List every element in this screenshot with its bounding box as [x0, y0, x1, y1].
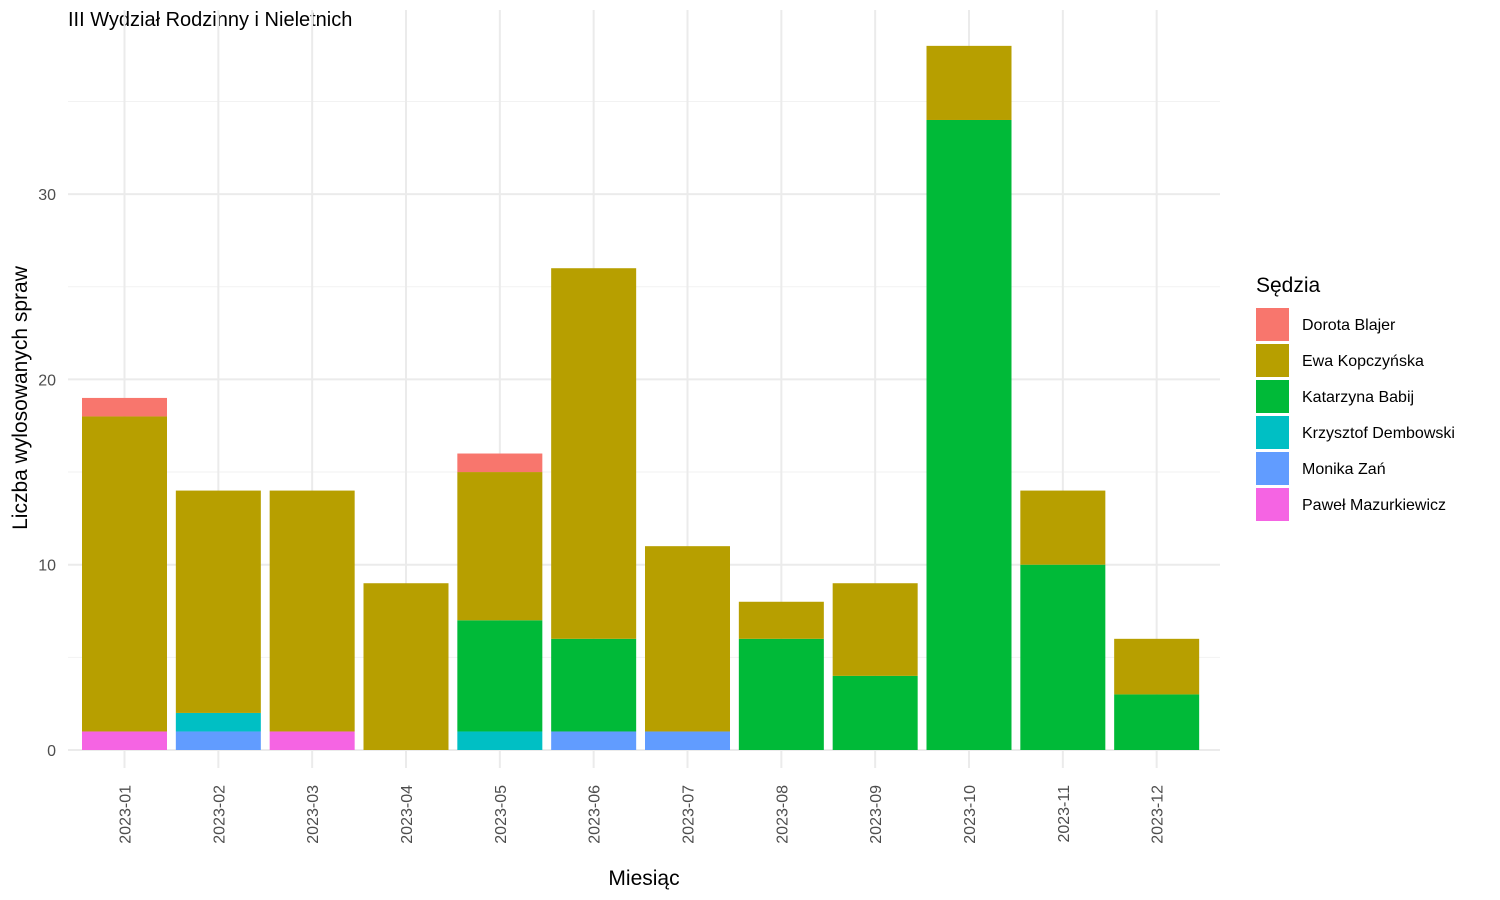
bar-segment [551, 731, 637, 750]
bar-segment [457, 731, 543, 750]
x-tick-label: 2023-02 [211, 785, 228, 844]
bar-segment [1020, 564, 1106, 750]
bar-segment [175, 712, 261, 732]
legend: Sędzia Dorota Blajer Ewa Kopczyńska Katarz… [1256, 274, 1455, 521]
x-tick-label: 2023-12 [1150, 785, 1167, 844]
bar-segment [175, 490, 261, 713]
x-tick-label: 2023-03 [305, 785, 322, 844]
x-tick-label: 2023-11 [1056, 785, 1073, 843]
y-tick-label: 20 [38, 372, 56, 389]
x-tick-label: 2023-06 [587, 785, 604, 844]
bar-segment [551, 268, 637, 639]
x-tick-label: 2023-05 [493, 785, 510, 844]
legend-title: Sędzia [1256, 274, 1321, 297]
bar-segment [551, 638, 637, 732]
legend-swatch [1256, 452, 1289, 485]
bar-segment [926, 45, 1012, 120]
legend-label: Paweł Mazurkiewicz [1302, 497, 1446, 514]
x-axis-label: Miesiąc [608, 867, 679, 890]
legend-swatch [1256, 308, 1289, 341]
x-tick-label: 2023-08 [774, 785, 791, 844]
legend-label: Monika Zań [1302, 461, 1386, 478]
x-tick-label: 2023-01 [118, 785, 135, 844]
bar-segment [926, 119, 1012, 751]
x-tick-label: 2023-10 [962, 785, 979, 844]
bar-segment [1114, 694, 1200, 750]
bar-segment [1114, 638, 1200, 695]
bar-segment [832, 583, 918, 676]
bar-segment [457, 620, 543, 732]
bar-segment [82, 731, 167, 750]
legend-label: Ewa Kopczyńska [1302, 353, 1424, 370]
legend-swatch [1256, 380, 1289, 413]
legend-swatch [1256, 416, 1289, 449]
x-tick-label: 2023-09 [868, 785, 885, 844]
bar-segment [269, 490, 355, 732]
y-axis-ticks: 0 10 20 30 [38, 187, 56, 760]
y-tick-label: 30 [38, 187, 56, 204]
y-tick-label: 10 [38, 558, 56, 575]
bar-segment [175, 731, 261, 750]
bars-group [82, 45, 1200, 751]
x-tick-label: 2023-04 [399, 785, 416, 844]
bar-segment [457, 453, 543, 473]
legend-label: Krzysztof Dembowski [1302, 425, 1455, 442]
x-axis-ticks: 2023-01 2023-02 2023-03 2023-04 2023-05 2023-… [118, 785, 1167, 844]
x-tick-label: 2023-07 [681, 785, 698, 844]
bar-segment [269, 731, 355, 750]
y-axis-label: Liczba wylosowanych spraw [9, 265, 32, 530]
legend-label: Dorota Blajer [1302, 317, 1396, 334]
bar-segment [738, 601, 824, 639]
bar-segment [82, 397, 167, 417]
bar-segment [363, 583, 449, 750]
bar-segment [82, 416, 167, 732]
legend-swatch [1256, 344, 1289, 377]
bar-segment [1020, 490, 1106, 565]
bar-segment [457, 472, 543, 621]
bar-segment [645, 546, 730, 732]
bar-segment [738, 638, 824, 750]
chart-title: III Wydział Rodzinny i Nieletnich [68, 9, 352, 31]
bar-segment [832, 675, 918, 750]
bar-segment [645, 731, 730, 750]
legend-label: Katarzyna Babij [1302, 389, 1414, 406]
legend-swatch [1256, 488, 1289, 521]
y-tick-label: 0 [47, 743, 56, 760]
